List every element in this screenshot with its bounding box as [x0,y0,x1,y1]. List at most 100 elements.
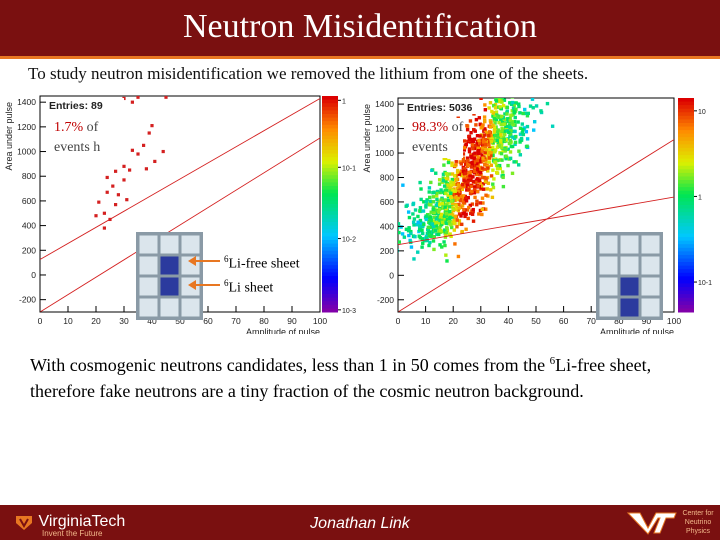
colorbar-band [678,183,694,188]
data-cell [429,203,433,207]
data-cell [486,194,490,198]
data-cell [447,183,451,188]
data-cell [477,141,482,145]
data-cell [500,98,504,99]
data-cell [474,180,478,185]
data-cell [451,189,455,193]
detector-grid [136,232,203,320]
data-cell [528,104,533,108]
data-cell [471,219,476,223]
data-cell [422,222,426,227]
colorbar-band [322,236,338,241]
li-free-sup: 6 [224,254,229,264]
data-cell [444,176,448,181]
data-cell [478,122,483,127]
data-cell [503,147,508,152]
data-cell [498,166,502,171]
data-cell [505,112,509,116]
data-cell [486,169,490,173]
data-point [122,164,126,168]
data-cell [469,165,474,169]
data-cell [474,117,479,122]
data-point [105,175,109,180]
data-cell [473,169,477,174]
data-cell [471,146,475,151]
data-cell [472,164,477,168]
data-point [125,198,129,202]
conclusion-text: With cosmogenic neutrons candidates, les… [30,348,710,404]
colorbar-band [322,175,338,180]
data-cell [480,153,484,158]
data-cell [452,174,457,178]
data-cell [475,161,479,166]
data-cell [422,200,426,204]
colorbar-band [678,247,694,252]
data-cell [511,135,515,139]
data-cell [429,210,433,214]
data-cell [456,198,460,202]
data-cell [475,133,480,138]
data-cell [495,167,500,171]
data-cell [491,185,496,190]
data-cell [411,202,415,207]
data-cell [483,108,488,112]
data-cell [493,133,498,138]
colorbar-band [322,207,338,212]
data-cell [482,115,487,119]
data-cell [465,178,470,182]
data-cell [471,207,475,212]
data-cell [421,241,425,245]
data-cell [446,160,451,165]
data-cell [487,133,491,138]
data-cell [442,163,446,167]
data-cell [449,211,454,215]
data-cell [459,162,463,166]
data-cell [438,230,442,234]
colorbar-band [322,186,338,191]
data-cell [481,123,485,127]
colorbar-band [322,193,338,198]
colorbar-band [678,294,694,299]
data-cell [491,168,495,172]
data-cell [416,250,420,254]
data-cell [480,196,485,200]
colorbar-band [322,240,338,245]
data-cell [520,122,525,126]
data-cell [459,194,464,199]
arrow-li-free [188,256,220,266]
colorbar-band [322,279,338,284]
data-cell [446,198,451,202]
data-cell [464,212,468,216]
data-cell [463,168,468,173]
data-cell [470,137,474,142]
x-tick-label: 50 [531,316,541,326]
colorbar-band [322,124,338,129]
colorbar-band [678,290,694,295]
data-cell [500,100,504,104]
x-tick-label: 20 [448,316,458,326]
colorbar-band [678,240,694,245]
data-cell [492,177,496,181]
data-cell [508,132,513,137]
data-cell [460,187,464,192]
data-cell [508,118,513,123]
x-tick-label: 80 [259,316,269,326]
data-cell [469,184,473,189]
colorbar-band [678,197,694,202]
data-cell [518,153,523,157]
data-cell [499,143,504,147]
data-point [122,178,126,182]
data-cell [434,211,439,216]
data-cell [446,159,451,163]
data-point [136,152,140,156]
colorbar-band [322,218,338,223]
data-cell [512,109,516,114]
data-cell [446,193,450,197]
data-cell [492,125,497,129]
y-tick-label: 1200 [17,122,36,132]
data-cell [457,172,462,176]
data-cell [431,239,436,243]
data-cell [521,111,525,116]
data-cell [453,242,457,246]
data-cell [492,129,497,133]
